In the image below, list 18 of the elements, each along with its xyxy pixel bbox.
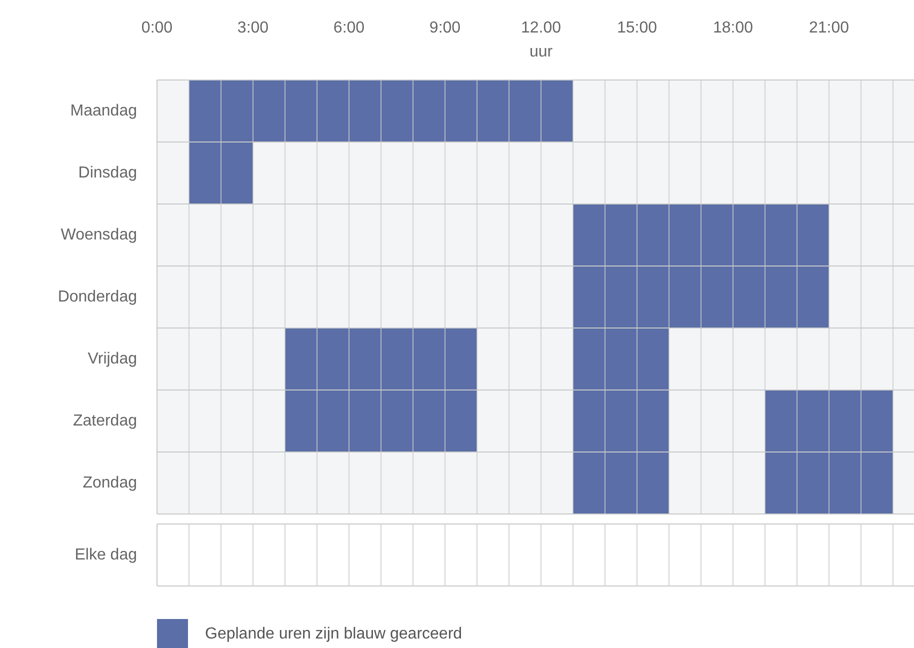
x-tick-label: 3:00 — [237, 20, 269, 36]
y-tick-label: Zaterdag — [72, 412, 137, 430]
y-tick-label: Woensdag — [60, 226, 137, 244]
y-tick-label: Maandag — [70, 102, 137, 120]
x-tick-label: 15:00 — [616, 20, 658, 36]
x-tick-label: 21:00 — [808, 20, 850, 36]
y-tick-label: Vrijdag — [88, 350, 137, 368]
y-tick-label: Dinsdag — [78, 164, 137, 182]
y-tick-label: Donderdag — [58, 288, 137, 306]
x-tick-label: 9:00 — [429, 20, 461, 36]
x-tick-label: 12.00 — [520, 20, 562, 36]
x-tick-label: 6:00 — [333, 20, 365, 36]
legend-label: Geplande uren zijn blauw gearceerd — [205, 626, 462, 642]
x-axis-title: uur — [529, 44, 554, 60]
y-tick-label: Zondag — [82, 474, 137, 492]
y-tick-label: Elke dag — [74, 546, 137, 564]
x-tick-label: 18:00 — [712, 20, 754, 36]
x-tick-label: 0:00 — [141, 20, 173, 36]
